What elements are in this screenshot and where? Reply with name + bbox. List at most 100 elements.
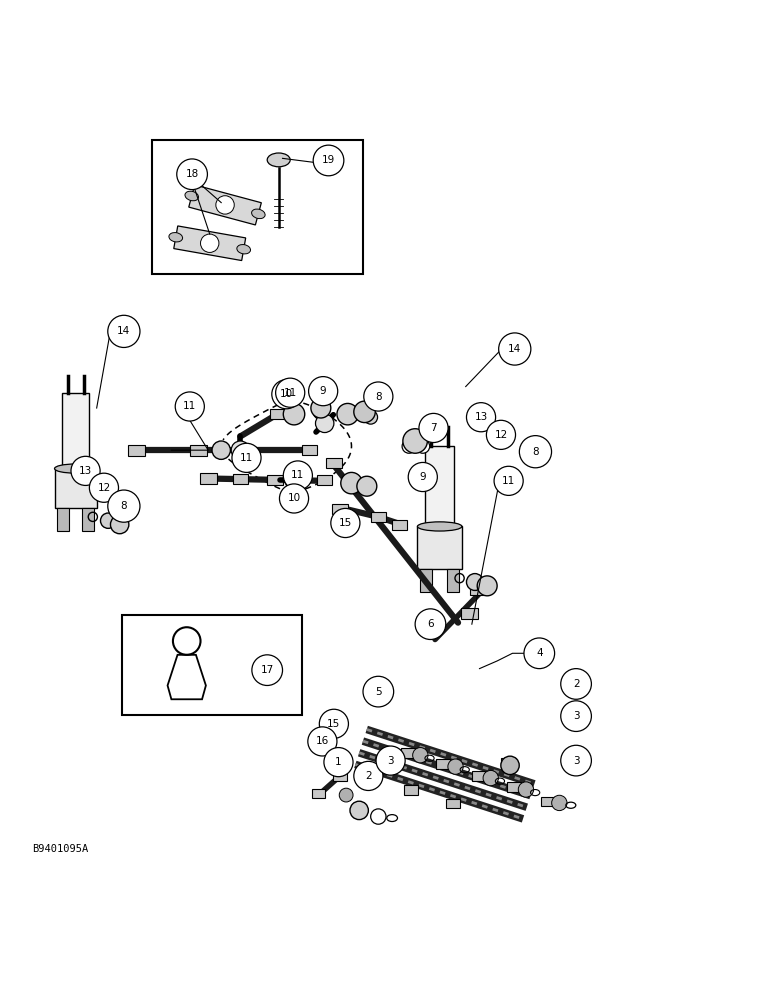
Text: 6: 6 [427,619,434,629]
Circle shape [357,476,377,496]
Circle shape [354,401,375,423]
Circle shape [279,484,309,513]
Circle shape [108,315,140,347]
Bar [269,409,285,419]
Circle shape [552,795,567,811]
Ellipse shape [55,464,96,473]
Ellipse shape [252,209,265,219]
Text: 3: 3 [388,756,394,766]
Text: 3: 3 [573,756,580,766]
Text: 9: 9 [419,472,426,482]
Circle shape [108,490,140,522]
Circle shape [560,745,591,776]
Text: 11: 11 [240,453,253,463]
Circle shape [403,429,428,453]
Text: 19: 19 [322,155,335,165]
Bar [461,608,478,619]
Text: 1: 1 [335,757,342,767]
Bar [470,585,484,595]
Ellipse shape [169,233,183,242]
Circle shape [212,441,230,459]
Text: 15: 15 [327,719,340,729]
Bar [371,512,386,522]
Circle shape [337,403,358,425]
Text: B9401095A: B9401095A [32,844,88,854]
Circle shape [524,638,554,669]
Text: 10: 10 [287,493,300,503]
Bar [362,772,376,781]
Circle shape [324,748,353,777]
Bar [541,797,555,806]
Circle shape [520,436,551,468]
Bar [506,782,520,792]
Bar [57,508,69,531]
Bar [82,508,94,531]
Circle shape [354,761,383,790]
Circle shape [276,378,305,407]
Circle shape [308,727,337,756]
Text: 5: 5 [375,687,381,697]
Circle shape [466,403,496,432]
Circle shape [283,403,305,425]
Bar [333,771,347,781]
Ellipse shape [185,191,198,201]
Bar [404,785,418,795]
Circle shape [363,676,394,707]
Text: 18: 18 [185,169,198,179]
Bar [200,473,217,484]
Bar [152,140,363,274]
Circle shape [71,456,100,485]
Circle shape [501,756,520,775]
Text: 17: 17 [261,665,274,675]
Circle shape [494,466,523,495]
Bar [312,789,326,798]
Polygon shape [174,226,245,261]
Circle shape [350,801,368,820]
Circle shape [518,782,533,797]
Circle shape [272,380,301,409]
Circle shape [100,513,116,528]
Bar [418,526,462,569]
Circle shape [419,413,448,443]
Bar [420,569,432,592]
Bar [267,475,283,485]
Circle shape [316,414,334,433]
Bar [128,445,145,456]
Text: 16: 16 [316,736,329,746]
Circle shape [216,196,234,214]
Bar [472,771,486,781]
Circle shape [364,382,393,411]
Text: 11: 11 [502,476,515,486]
Circle shape [232,443,261,472]
Circle shape [283,461,313,490]
Circle shape [175,392,205,421]
Circle shape [331,508,360,538]
Text: 12: 12 [97,483,110,493]
Circle shape [408,462,438,492]
Circle shape [320,709,348,738]
Bar [190,445,207,456]
Text: 12: 12 [494,430,508,440]
Bar [121,615,302,715]
Text: 11: 11 [283,388,296,398]
Bar [63,393,89,469]
Text: 8: 8 [532,447,539,457]
Bar [401,748,415,758]
Circle shape [231,441,249,459]
Text: 3: 3 [573,711,580,721]
Text: 2: 2 [365,771,371,781]
Circle shape [402,439,416,453]
Circle shape [309,377,337,406]
Circle shape [376,746,405,775]
Text: 2: 2 [573,679,580,689]
Circle shape [311,398,331,418]
Circle shape [466,574,483,590]
Bar [447,569,459,592]
Text: 14: 14 [117,326,130,336]
Circle shape [364,410,378,424]
Text: 4: 4 [536,648,543,658]
Circle shape [177,159,208,190]
Circle shape [340,472,362,494]
Bar [327,458,341,468]
Text: 13: 13 [79,466,92,476]
